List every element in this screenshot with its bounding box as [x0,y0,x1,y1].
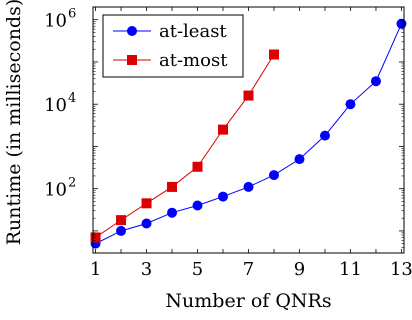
x-tick-label: 9 [294,259,305,280]
data-point [141,218,152,229]
y-tick-label: 10 4 [44,91,76,116]
data-point [243,90,254,101]
legend-item: at-most [113,50,228,71]
y-tick-exponent: 2 [68,176,76,191]
series-line [95,54,275,238]
x-tick-label: 5 [192,259,203,280]
data-point [294,154,305,165]
data-point [192,200,203,211]
y-tick-label: 10 6 [44,7,76,32]
legend-label: at-most [159,50,228,71]
legend-marker [127,55,137,65]
data-point [192,161,203,172]
legend: at-least at-most [102,14,244,78]
data-point [268,170,279,181]
data-point [319,130,330,141]
x-tick-label: 1 [90,259,101,280]
data-point [268,49,279,60]
legend-box [102,14,244,78]
data-point [370,76,381,87]
series-layer [90,18,407,249]
data-point [243,181,254,192]
data-point [167,181,178,192]
series-at-most [90,49,279,243]
x-tick-label: 13 [390,259,412,280]
data-point [90,232,101,243]
data-point [167,207,178,218]
y-tick-exponent: 4 [68,91,76,106]
data-point [218,124,229,135]
x-tick-label: 3 [141,259,152,280]
legend-marker [127,26,137,36]
y-tick-label: 10 2 [44,176,76,201]
x-axis-label: Number of QNRs [165,290,331,312]
data-point [218,191,229,202]
data-point [116,215,127,226]
x-tick-label: 7 [243,259,254,280]
y-tick-exponent: 6 [68,7,76,22]
data-point [141,198,152,209]
y-tick-base: 10 [44,95,67,116]
y-tick-base: 10 [44,11,67,32]
y-axis-label: Runtime (in milliseconds) [3,0,25,245]
data-point [345,99,356,110]
x-tick-label: 11 [339,259,362,280]
data-point [116,225,127,236]
y-tick-base: 10 [44,180,67,201]
legend-item: at-least [113,21,227,42]
legend-label: at-least [159,21,227,42]
data-point [396,18,407,29]
